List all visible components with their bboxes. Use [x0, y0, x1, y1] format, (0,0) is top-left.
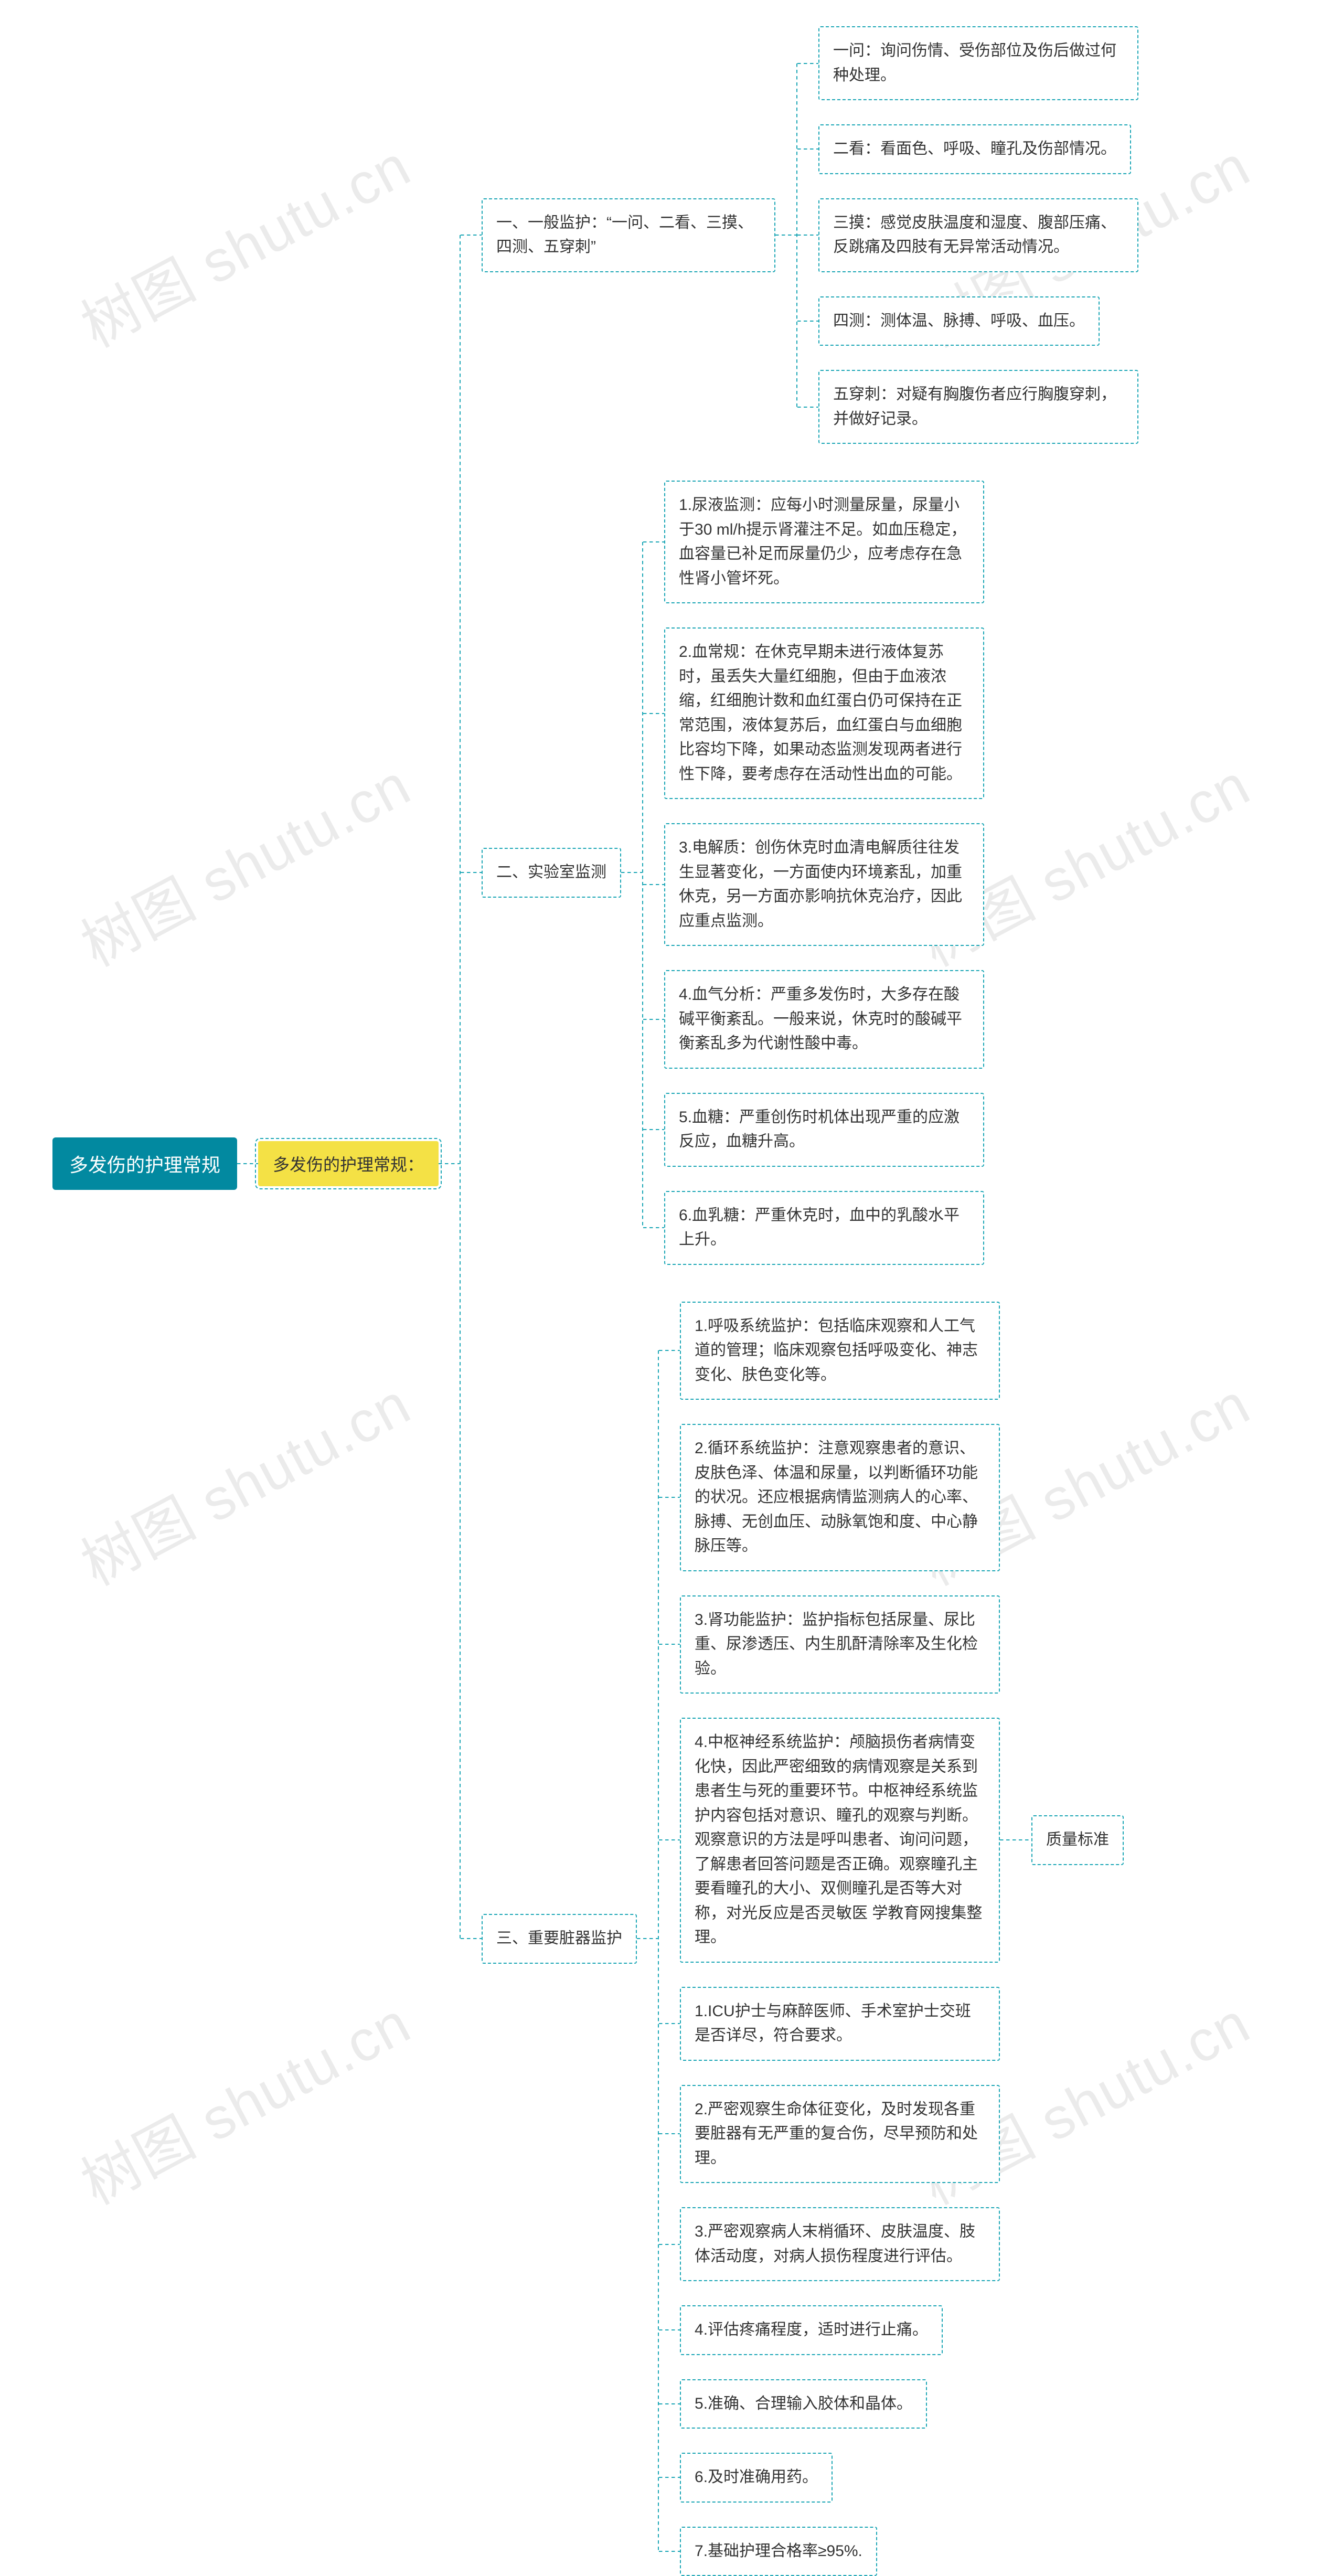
leaf-row: 4.血气分析：严重多发伤时，大多存在酸碱平衡紊乱。一般来说，休克时的酸碱平衡紊乱… [643, 970, 984, 1069]
leaf-row: 2.循环系统监护：注意观察患者的意识、皮肤色泽、体温和尿量，以判断循环功能的状况… [659, 1424, 1124, 1571]
root-node: 多发伤的护理常规 [52, 1137, 237, 1190]
leaf-node: 5.血糖：严重创伤时机体出现严重的应激反应，血糖升高。 [664, 1093, 984, 1167]
leaf-node: 1.呼吸系统监护：包括临床观察和人工气道的管理；临床观察包括呼吸变化、神志变化、… [680, 1302, 1000, 1400]
leaf-node: 6.血乳糖：严重休克时，血中的乳酸水平上升。 [664, 1191, 984, 1265]
leaf-node: 5.准确、合理输入胶体和晶体。 [680, 2379, 927, 2429]
leaf-row: 5.血糖：严重创伤时机体出现严重的应激反应，血糖升高。 [643, 1093, 984, 1167]
branch-node: 二、实验室监测 [482, 848, 621, 898]
leaf-node: 2.血常规：在休克早期未进行液体复苏时，虽丢失大量红细胞，但由于血液浓缩，红细胞… [664, 627, 984, 799]
level1-node: 多发伤的护理常规： [258, 1141, 439, 1186]
leaf-node: 7.基础护理合格率≥95%. [680, 2527, 877, 2576]
leaf-row: 1.尿液监测：应每小时测量尿量，尿量小于30 ml/h提示肾灌注不足。如血压稳定… [643, 481, 984, 603]
side-node: 质量标准 [1031, 1815, 1124, 1865]
leaf-row: 五穿刺：对疑有胸腹伤者应行胸腹穿刺，并做好记录。 [797, 370, 1138, 444]
leaf-row: 四测：测体温、脉搏、呼吸、血压。 [797, 296, 1138, 346]
leaf-node: 3.电解质：创伤休克时血清电解质往往发生显著变化，一方面使内环境紊乱，加重休克，… [664, 823, 984, 946]
leaf-row: 3.电解质：创伤休克时血清电解质往往发生显著变化，一方面使内环境紊乱，加重休克，… [643, 823, 984, 946]
leaf-node: 五穿刺：对疑有胸腹伤者应行胸腹穿刺，并做好记录。 [818, 370, 1138, 444]
leaf-node: 4.评估疼痛程度，适时进行止痛。 [680, 2305, 943, 2355]
leaf-row: 6.及时准确用药。 [659, 2453, 1124, 2503]
leaf-node: 3.严密观察病人末梢循环、皮肤温度、肢体活动度，对病人损伤程度进行评估。 [680, 2207, 1000, 2281]
leaf-row: 1.呼吸系统监护：包括临床观察和人工气道的管理；临床观察包括呼吸变化、神志变化、… [659, 1302, 1124, 1400]
leaf-row: 4.评估疼痛程度，适时进行止痛。 [659, 2305, 1124, 2355]
leaf-node: 1.ICU护士与麻醉医师、手术室护士交班是否详尽，符合要求。 [680, 1987, 1000, 2061]
leaf-row: 3.严密观察病人末梢循环、皮肤温度、肢体活动度，对病人损伤程度进行评估。 [659, 2207, 1124, 2281]
leaf-row: 5.准确、合理输入胶体和晶体。 [659, 2379, 1124, 2429]
leaf-row: 2.严密观察生命体征变化，及时发现各重要脏器有无严重的复合伤，尽早预防和处理。 [659, 2085, 1124, 2184]
branch-row: 一、一般监护：“一问、二看、三摸、四测、五穿刺” 一问：询问伤情、受伤部位及伤后… [461, 26, 1138, 444]
branch-node: 三、重要脏器监护 [482, 1914, 637, 1964]
leaf-node: 4.血气分析：严重多发伤时，大多存在酸碱平衡紊乱。一般来说，休克时的酸碱平衡紊乱… [664, 970, 984, 1069]
leaf-row: 3.肾功能监护：监护指标包括尿量、尿比重、尿渗透压、内生肌酐清除率及生化检验。 [659, 1595, 1124, 1694]
leaf-node: 1.尿液监测：应每小时测量尿量，尿量小于30 ml/h提示肾灌注不足。如血压稳定… [664, 481, 984, 603]
leaf-node: 3.肾功能监护：监护指标包括尿量、尿比重、尿渗透压、内生肌酐清除率及生化检验。 [680, 1595, 1000, 1694]
leaf-node: 二看：看面色、呼吸、瞳孔及伤部情况。 [818, 124, 1131, 174]
branch-row: 二、实验室监测 1.尿液监测：应每小时测量尿量，尿量小于30 ml/h提示肾灌注… [461, 481, 1138, 1265]
leaf-row: 6.血乳糖：严重休克时，血中的乳酸水平上升。 [643, 1191, 984, 1265]
leaf-row: 1.ICU护士与麻醉医师、手术室护士交班是否详尽，符合要求。 [659, 1987, 1124, 2061]
leaf-row: 2.血常规：在休克早期未进行液体复苏时，虽丢失大量红细胞，但由于血液浓缩，红细胞… [643, 627, 984, 799]
leaf-node: 2.严密观察生命体征变化，及时发现各重要脏器有无严重的复合伤，尽早预防和处理。 [680, 2085, 1000, 2184]
leaf-row: 二看：看面色、呼吸、瞳孔及伤部情况。 [797, 124, 1138, 174]
leaf-row: 三摸：感觉皮肤温度和湿度、腹部压痛、反跳痛及四肢有无异常活动情况。 [797, 198, 1138, 272]
leaf-row: 7.基础护理合格率≥95%. [659, 2527, 1124, 2576]
leaf-node: 6.及时准确用药。 [680, 2453, 833, 2503]
leaf-node: 2.循环系统监护：注意观察患者的意识、皮肤色泽、体温和尿量，以判断循环功能的状况… [680, 1424, 1000, 1571]
leaf-node: 一问：询问伤情、受伤部位及伤后做过何种处理。 [818, 26, 1138, 100]
leaf-node: 三摸：感觉皮肤温度和湿度、腹部压痛、反跳痛及四肢有无异常活动情况。 [818, 198, 1138, 272]
leaf-node: 4.中枢神经系统监护：颅脑损伤者病情变化快，因此严密细致的病情观察是关系到患者生… [680, 1718, 1000, 1963]
branch-row: 三、重要脏器监护 1.呼吸系统监护：包括临床观察和人工气道的管理；临床观察包括呼… [461, 1302, 1138, 2576]
leaf-node: 四测：测体温、脉搏、呼吸、血压。 [818, 296, 1100, 346]
branch-node: 一、一般监护：“一问、二看、三摸、四测、五穿刺” [482, 198, 775, 272]
leaf-row: 4.中枢神经系统监护：颅脑损伤者病情变化快，因此严密细致的病情观察是关系到患者生… [659, 1718, 1124, 1963]
leaf-row: 一问：询问伤情、受伤部位及伤后做过何种处理。 [797, 26, 1138, 100]
mindmap-diagram: 多发伤的护理常规 多发伤的护理常规： 一、一般监护：“一问、二看、三摸、四测、五… [52, 26, 1343, 2301]
